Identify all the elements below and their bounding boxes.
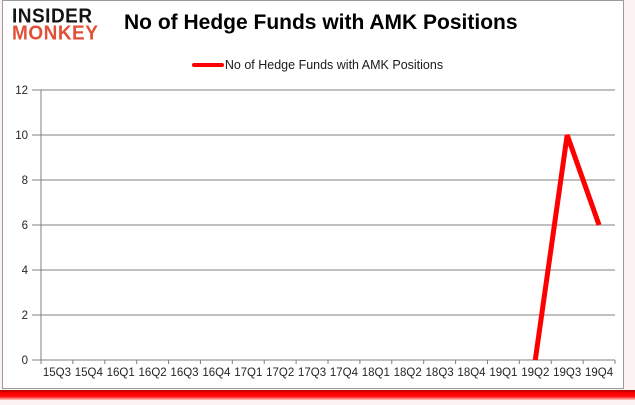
chart-frame <box>2 0 624 389</box>
legend-label: No of Hedge Funds with AMK Positions <box>224 58 444 72</box>
y-tick-label: 6 <box>22 220 28 232</box>
x-tick-label: 16Q1 <box>107 367 135 379</box>
y-tick-label: 12 <box>15 85 28 97</box>
x-tick-label: 19Q4 <box>585 367 614 379</box>
x-tick-label: 18Q1 <box>362 367 390 379</box>
x-tick-label: 17Q2 <box>266 367 294 379</box>
y-tick-label: 4 <box>22 265 29 277</box>
insider-monkey-logo: INSIDER MONKEY <box>12 5 99 45</box>
x-tick-label: 19Q3 <box>553 367 581 379</box>
x-tick-label: 19Q2 <box>521 367 549 379</box>
y-tick-label: 2 <box>22 310 28 322</box>
x-tick-label: 16Q4 <box>202 367 231 379</box>
x-tick-label: 17Q1 <box>234 367 262 379</box>
x-tick-label: 18Q4 <box>457 367 486 379</box>
x-tick-label: 17Q3 <box>298 367 326 379</box>
chart-title: No of Hedge Funds with AMK Positions <box>124 11 518 34</box>
y-tick-label: 8 <box>22 175 28 187</box>
x-tick-label: 16Q3 <box>170 367 198 379</box>
x-tick-label: 16Q2 <box>139 367 167 379</box>
x-tick-label: 19Q1 <box>489 367 517 379</box>
legend-line-swatch <box>191 63 224 67</box>
x-tick-label: 17Q4 <box>330 367 359 379</box>
legend: No of Hedge Funds with AMK Positions <box>0 57 635 73</box>
logo-line-insider: INSIDER <box>12 5 93 28</box>
x-tick-label: 18Q3 <box>426 367 454 379</box>
y-tick-label: 0 <box>22 355 28 367</box>
series-line <box>532 134 602 361</box>
brand-bottom-bar <box>0 390 635 400</box>
x-tick-label: 15Q4 <box>75 367 104 379</box>
y-tick-label: 10 <box>15 130 28 142</box>
logo-line-monkey: MONKEY <box>12 22 99 45</box>
x-tick-label: 15Q3 <box>43 367 71 379</box>
x-tick-label: 18Q2 <box>394 367 422 379</box>
